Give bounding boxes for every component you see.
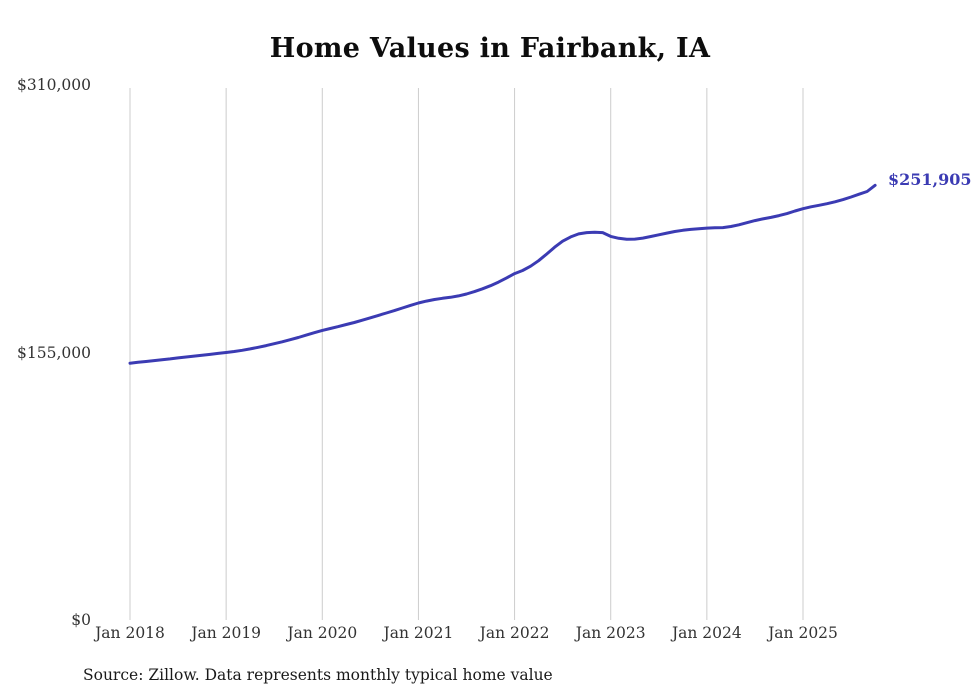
value-line <box>128 183 877 365</box>
end-value-label: $251,905 <box>888 170 972 189</box>
x-tick-label: Jan 2018 <box>95 624 165 642</box>
y-tick-label: $310,000 <box>17 76 91 94</box>
y-tick-label: $0 <box>71 611 91 629</box>
chart-title: Home Values in Fairbank, IA <box>269 33 711 64</box>
x-tick-label: Jan 2025 <box>768 624 838 642</box>
x-tick-label: Jan 2022 <box>479 624 550 642</box>
x-tick-label: Jan 2021 <box>383 624 454 642</box>
x-tick-label: Jan 2023 <box>575 624 646 642</box>
source-note: Source: Zillow. Data represents monthly … <box>83 666 553 684</box>
x-tick-label: Jan 2020 <box>287 624 358 642</box>
x-tick-label: Jan 2019 <box>191 624 262 642</box>
x-tick-label: Jan 2024 <box>671 624 742 642</box>
y-tick-label: $155,000 <box>17 343 91 362</box>
